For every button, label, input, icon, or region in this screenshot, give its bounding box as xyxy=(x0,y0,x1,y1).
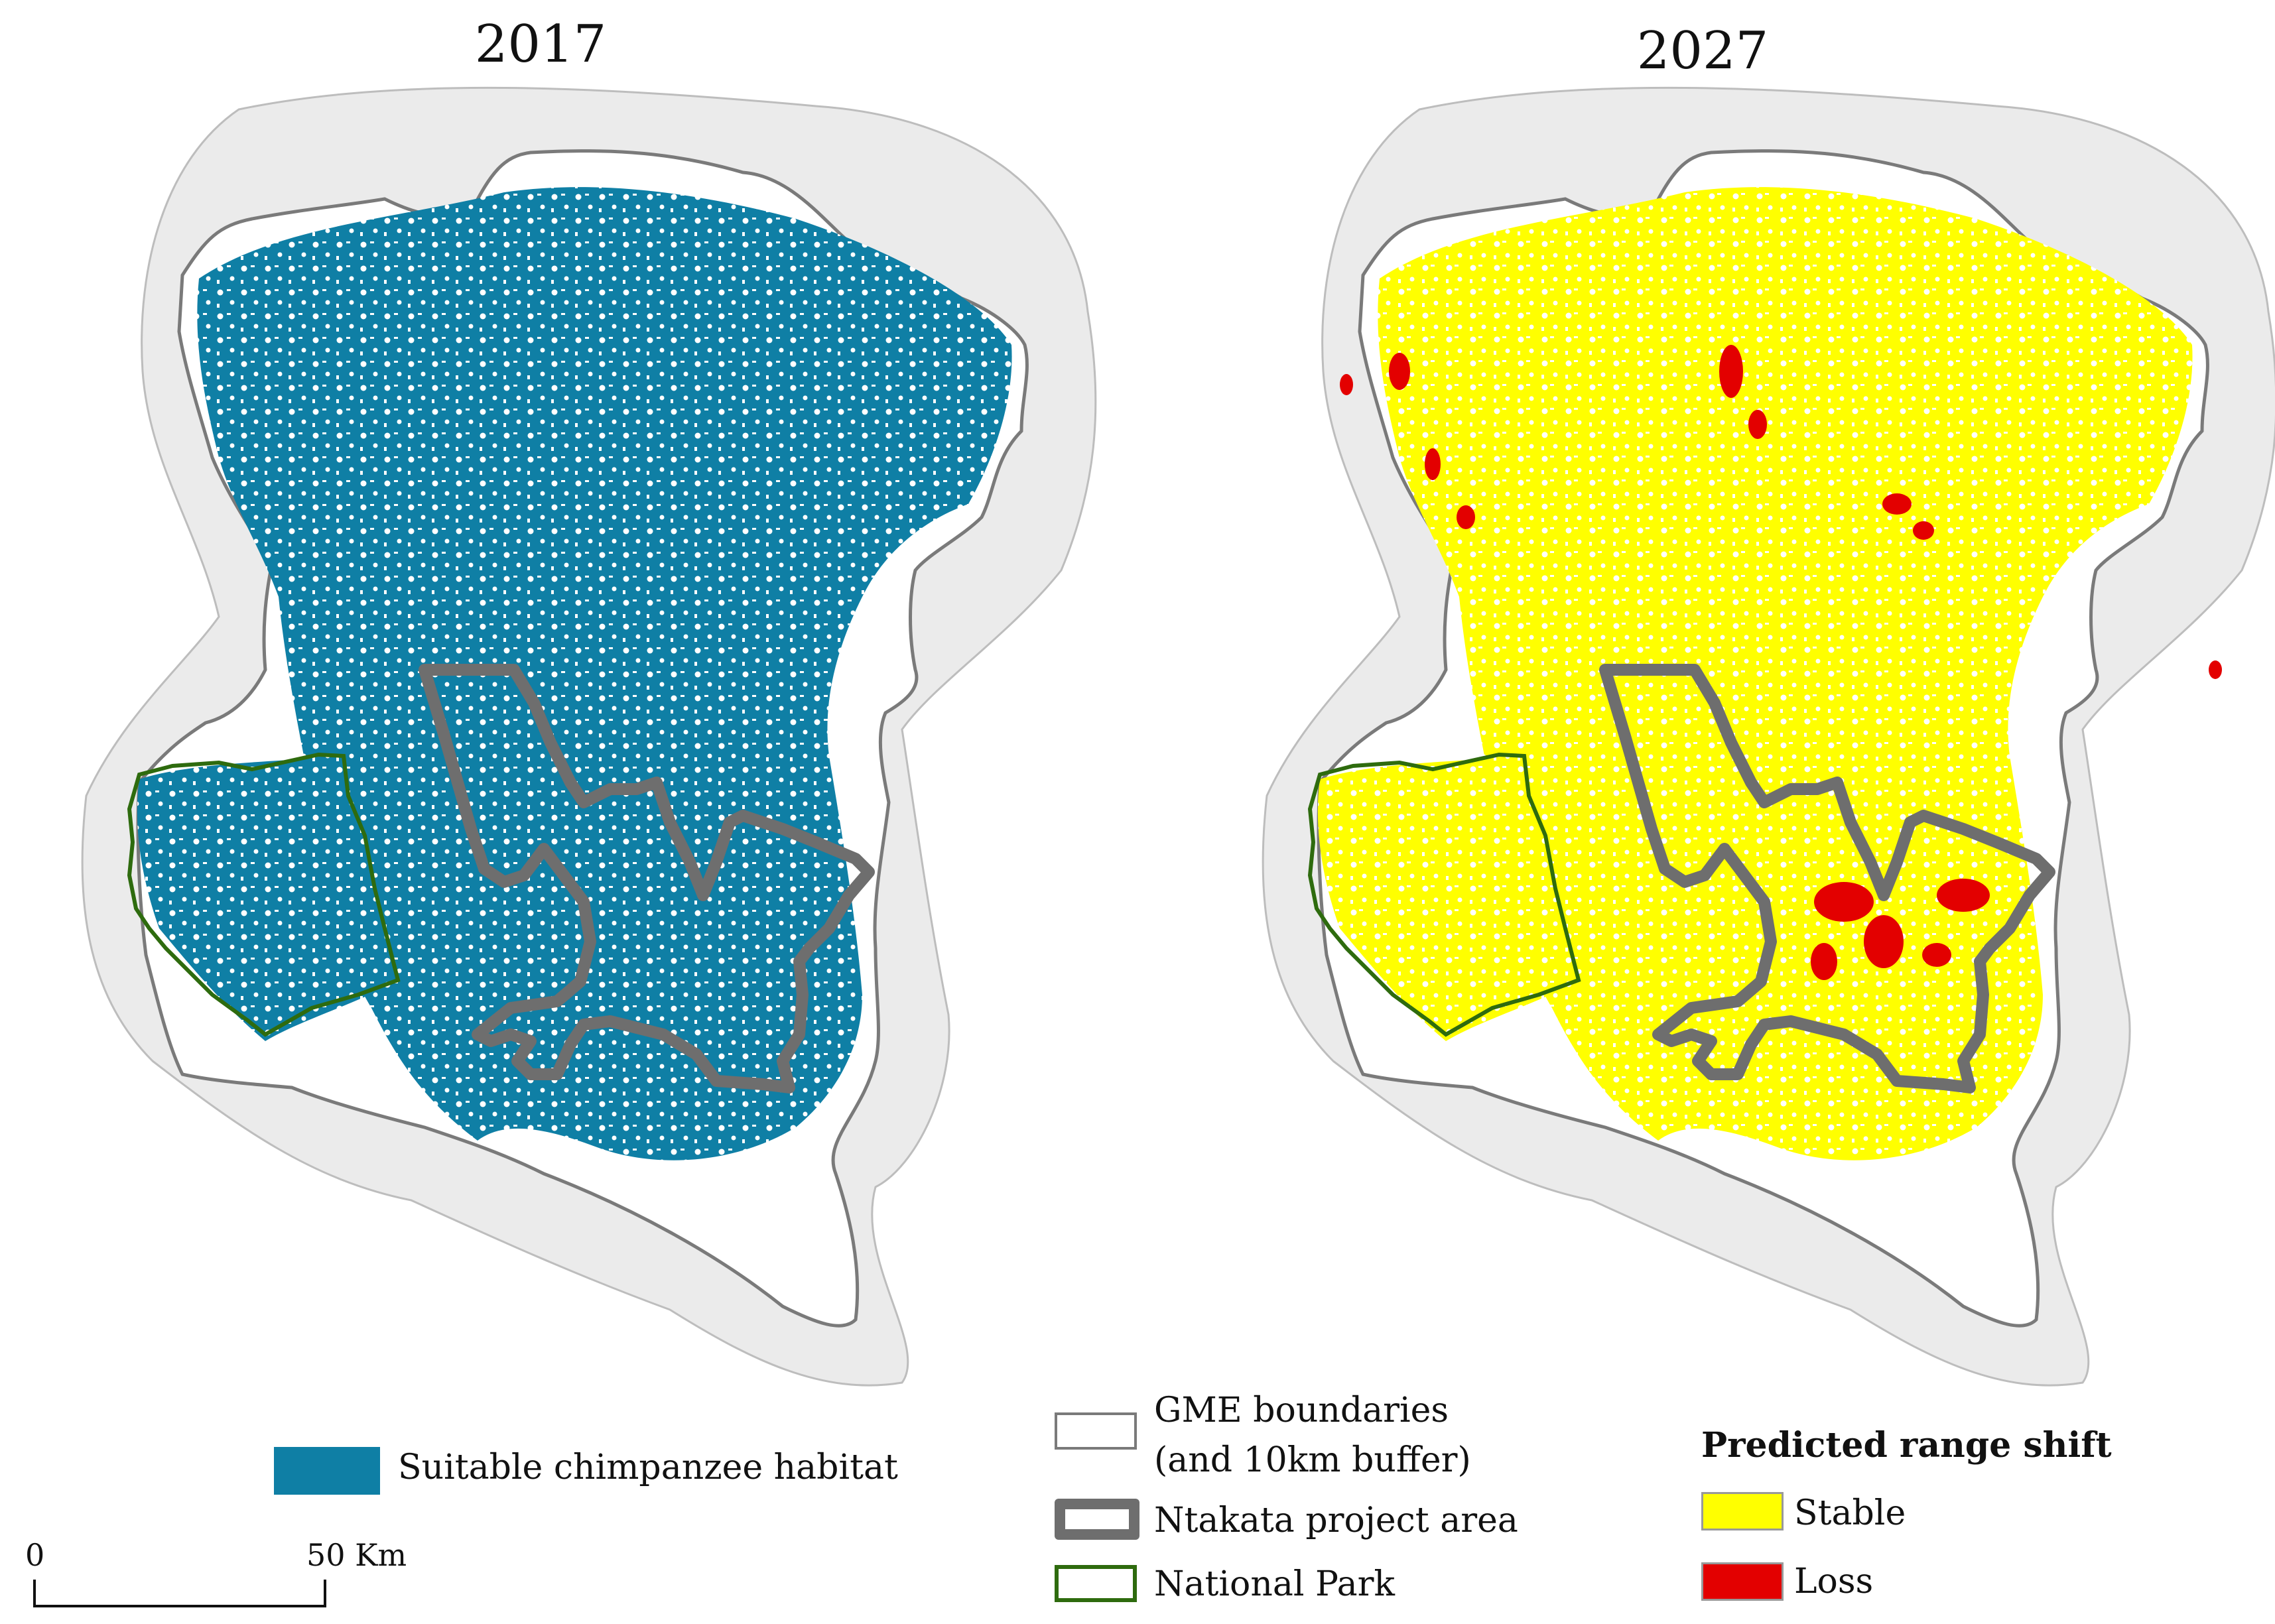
legend-range-shift-title: Predicted range shift xyxy=(1701,1425,2112,1466)
legend-project-swatch xyxy=(1055,1499,1139,1540)
map-title-2027: 2027 xyxy=(1636,21,1769,81)
legend-park-label: National Park xyxy=(1154,1564,1396,1604)
national-park-outline xyxy=(1307,752,1581,1037)
legend-stable-swatch xyxy=(1701,1492,1784,1530)
ntakata-project-outline xyxy=(1599,664,2055,1093)
scale-bar xyxy=(33,1580,326,1607)
map-title-2017: 2017 xyxy=(474,15,607,74)
loss-range-layer xyxy=(1340,345,2222,980)
scale-bar-start-label: 0 xyxy=(25,1537,45,1573)
legend-gme-swatch xyxy=(1055,1412,1137,1450)
legend-park-swatch xyxy=(1055,1565,1137,1602)
legend-project-label: Ntakata project area xyxy=(1154,1501,1518,1540)
stable-range-layer xyxy=(1317,187,2193,1160)
legend-loss-label: Loss xyxy=(1794,1562,1874,1601)
legend-gme-label-line1: GME boundaries xyxy=(1154,1391,1449,1430)
habitat-map-2017 xyxy=(81,86,1097,1387)
range-shift-map-2027 xyxy=(1262,86,2275,1387)
legend-habitat-swatch xyxy=(274,1447,380,1495)
ntakata-project-outline xyxy=(419,664,875,1093)
scale-bar-end-label: 50 Km xyxy=(306,1537,407,1573)
legend-gme-label-line2: (and 10km buffer) xyxy=(1154,1440,1471,1480)
legend-habitat-label: Suitable chimpanzee habitat xyxy=(398,1448,898,1487)
national-park-outline xyxy=(127,752,401,1037)
legend-loss-swatch xyxy=(1701,1562,1784,1601)
suitable-habitat-layer xyxy=(137,187,1012,1160)
legend-stable-label: Stable xyxy=(1794,1493,1906,1533)
